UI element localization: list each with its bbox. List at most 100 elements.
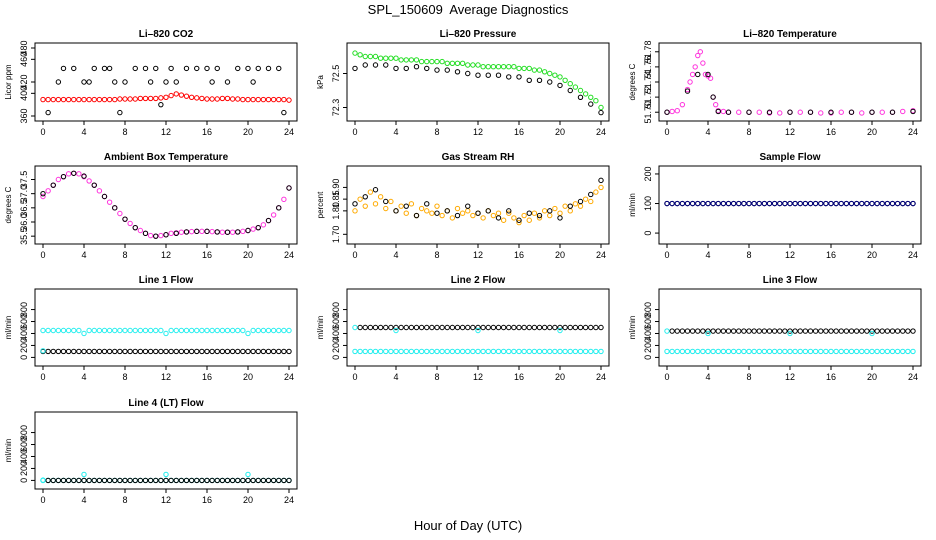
data-point bbox=[270, 477, 277, 484]
data-point bbox=[884, 200, 891, 207]
data-point bbox=[684, 348, 691, 355]
data-point bbox=[86, 178, 92, 184]
data-point bbox=[45, 109, 51, 116]
data-point bbox=[362, 53, 368, 60]
data-point bbox=[848, 200, 855, 207]
data-point bbox=[511, 324, 517, 331]
data-point bbox=[506, 64, 512, 70]
data-point bbox=[889, 109, 896, 115]
data-point bbox=[541, 348, 548, 355]
data-point bbox=[879, 328, 885, 334]
data-point bbox=[188, 348, 195, 355]
x-tick-label: 20 bbox=[867, 127, 877, 137]
data-point bbox=[495, 348, 502, 355]
data-point bbox=[147, 79, 154, 85]
data-point bbox=[818, 348, 824, 355]
data-point bbox=[209, 327, 215, 334]
data-point bbox=[526, 324, 532, 331]
data-point bbox=[547, 212, 553, 219]
data-point bbox=[823, 200, 829, 207]
data-point bbox=[357, 52, 363, 58]
x-tick-label: 0 bbox=[352, 372, 357, 382]
data-point bbox=[255, 96, 261, 103]
data-point bbox=[194, 477, 200, 484]
data-point bbox=[229, 477, 236, 484]
data-point bbox=[132, 477, 138, 484]
data-point bbox=[506, 208, 512, 214]
y-tick-label: 200 bbox=[643, 338, 653, 353]
data-point bbox=[106, 327, 113, 334]
data-point bbox=[398, 57, 404, 63]
data-point bbox=[265, 348, 272, 355]
y-tick-label: 600 bbox=[643, 314, 653, 329]
data-point bbox=[286, 348, 292, 355]
data-point bbox=[372, 348, 379, 355]
data-point bbox=[388, 324, 394, 331]
data-point bbox=[127, 327, 133, 334]
data-point bbox=[838, 200, 844, 207]
data-point bbox=[229, 229, 236, 235]
data-point bbox=[362, 62, 368, 68]
y-tick-label: 400 bbox=[19, 449, 29, 464]
data-point bbox=[905, 348, 911, 355]
data-point bbox=[286, 327, 292, 334]
data-point bbox=[495, 210, 502, 216]
data-point bbox=[715, 200, 721, 207]
data-point bbox=[828, 200, 834, 207]
panel-title: Line 2 Flow bbox=[451, 275, 506, 286]
data-point bbox=[710, 328, 716, 334]
data-point bbox=[137, 227, 144, 234]
data-point bbox=[859, 348, 865, 355]
data-point bbox=[567, 208, 573, 214]
data-point bbox=[214, 96, 220, 102]
data-point bbox=[393, 65, 399, 72]
x-tick-label: 8 bbox=[122, 127, 127, 137]
data-point bbox=[235, 477, 241, 484]
y-tick-label: 400 bbox=[19, 326, 29, 341]
x-tick-label: 24 bbox=[596, 250, 606, 260]
data-point bbox=[434, 210, 440, 216]
data-point bbox=[81, 330, 87, 337]
data-point bbox=[183, 327, 190, 334]
data-point bbox=[695, 52, 701, 59]
data-point bbox=[490, 212, 497, 219]
data-point bbox=[526, 210, 532, 216]
data-point bbox=[864, 328, 870, 334]
data-point bbox=[536, 77, 543, 84]
x-tick-label: 24 bbox=[908, 250, 918, 260]
data-point bbox=[235, 327, 241, 334]
data-point bbox=[424, 65, 430, 72]
data-point bbox=[859, 110, 865, 116]
data-point bbox=[142, 230, 149, 237]
data-point bbox=[142, 477, 149, 484]
data-point bbox=[65, 96, 72, 103]
data-point bbox=[679, 200, 686, 207]
data-point bbox=[209, 477, 215, 484]
data-point bbox=[823, 348, 829, 355]
data-point bbox=[459, 348, 466, 355]
data-point bbox=[598, 104, 604, 111]
plot-frame bbox=[346, 288, 610, 367]
data-point bbox=[557, 82, 563, 89]
data-point bbox=[204, 228, 210, 235]
data-point bbox=[76, 171, 82, 177]
data-point bbox=[418, 348, 425, 355]
data-point bbox=[444, 348, 450, 355]
data-point bbox=[122, 216, 128, 222]
data-point bbox=[91, 96, 97, 103]
data-point bbox=[746, 200, 752, 207]
data-point bbox=[199, 477, 205, 484]
data-point bbox=[521, 212, 527, 219]
data-point bbox=[270, 348, 277, 355]
data-point bbox=[188, 94, 195, 101]
data-point bbox=[664, 328, 670, 334]
data-point bbox=[362, 194, 368, 200]
data-point bbox=[383, 348, 389, 355]
data-point bbox=[705, 328, 711, 334]
data-point bbox=[270, 212, 277, 218]
data-point bbox=[413, 212, 420, 219]
data-point bbox=[117, 348, 123, 355]
data-point bbox=[219, 327, 226, 334]
data-point bbox=[276, 65, 282, 72]
data-point bbox=[516, 219, 522, 226]
